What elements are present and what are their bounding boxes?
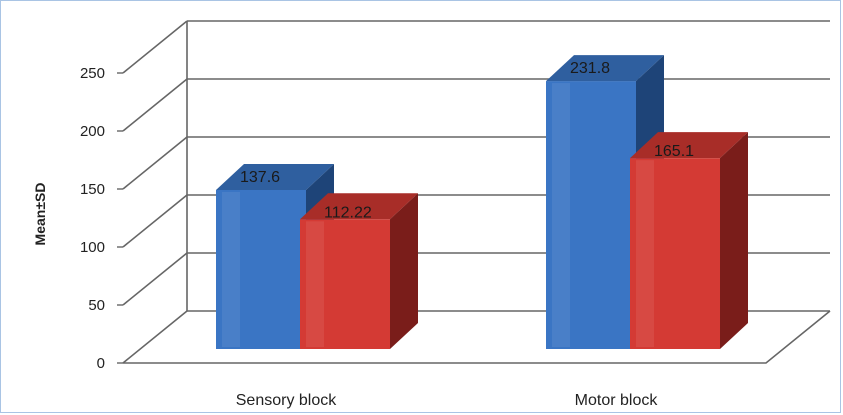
bar-side [720,132,748,349]
y-axis-ticks: 0 50 100 150 200 250 [80,65,123,372]
y-tick-label: 150 [80,181,105,198]
gridline-diagonal [122,194,188,248]
bar-highlight [222,191,240,347]
floor-outline [123,310,831,364]
x-axis-labels: Sensory block Motor block [236,392,659,409]
y-axis-title: Mean±SD [32,183,48,246]
data-label: 137.6 [240,169,280,186]
bar-top [216,163,334,190]
y-tick-label: 200 [80,123,105,140]
bar-front [546,81,636,349]
chart-walls [123,21,831,364]
y-tick-label: 250 [80,65,105,82]
bar-front [216,189,306,349]
bar [630,132,748,349]
y-tick-label: 100 [80,239,105,256]
data-label: 231.8 [570,60,610,77]
gridline-diagonal [122,252,188,306]
gridline-diagonal [122,20,188,74]
y-tick-label: 0 [97,355,105,372]
gridline-diagonal [122,136,188,190]
bar-highlight [636,160,654,347]
gridline-diagonal [122,310,188,364]
y-tick-label: 50 [88,297,105,314]
bar-front [300,219,390,349]
data-labels: 137.6 112.22 231.8 165.1 [240,60,694,221]
gridline-diagonal [122,78,188,132]
bar-highlight [306,221,324,347]
bar [300,193,418,349]
bar-highlight [552,83,570,347]
x-tick-label: Sensory block [236,392,337,409]
bar-front [630,158,720,349]
bar-top [546,55,664,82]
x-tick-label: Motor block [575,392,659,409]
data-label: 165.1 [654,143,694,160]
data-label: 112.22 [324,204,372,221]
bar-top [630,132,748,159]
bar-side [390,193,418,349]
bar-top [300,193,418,220]
bars [216,55,748,349]
